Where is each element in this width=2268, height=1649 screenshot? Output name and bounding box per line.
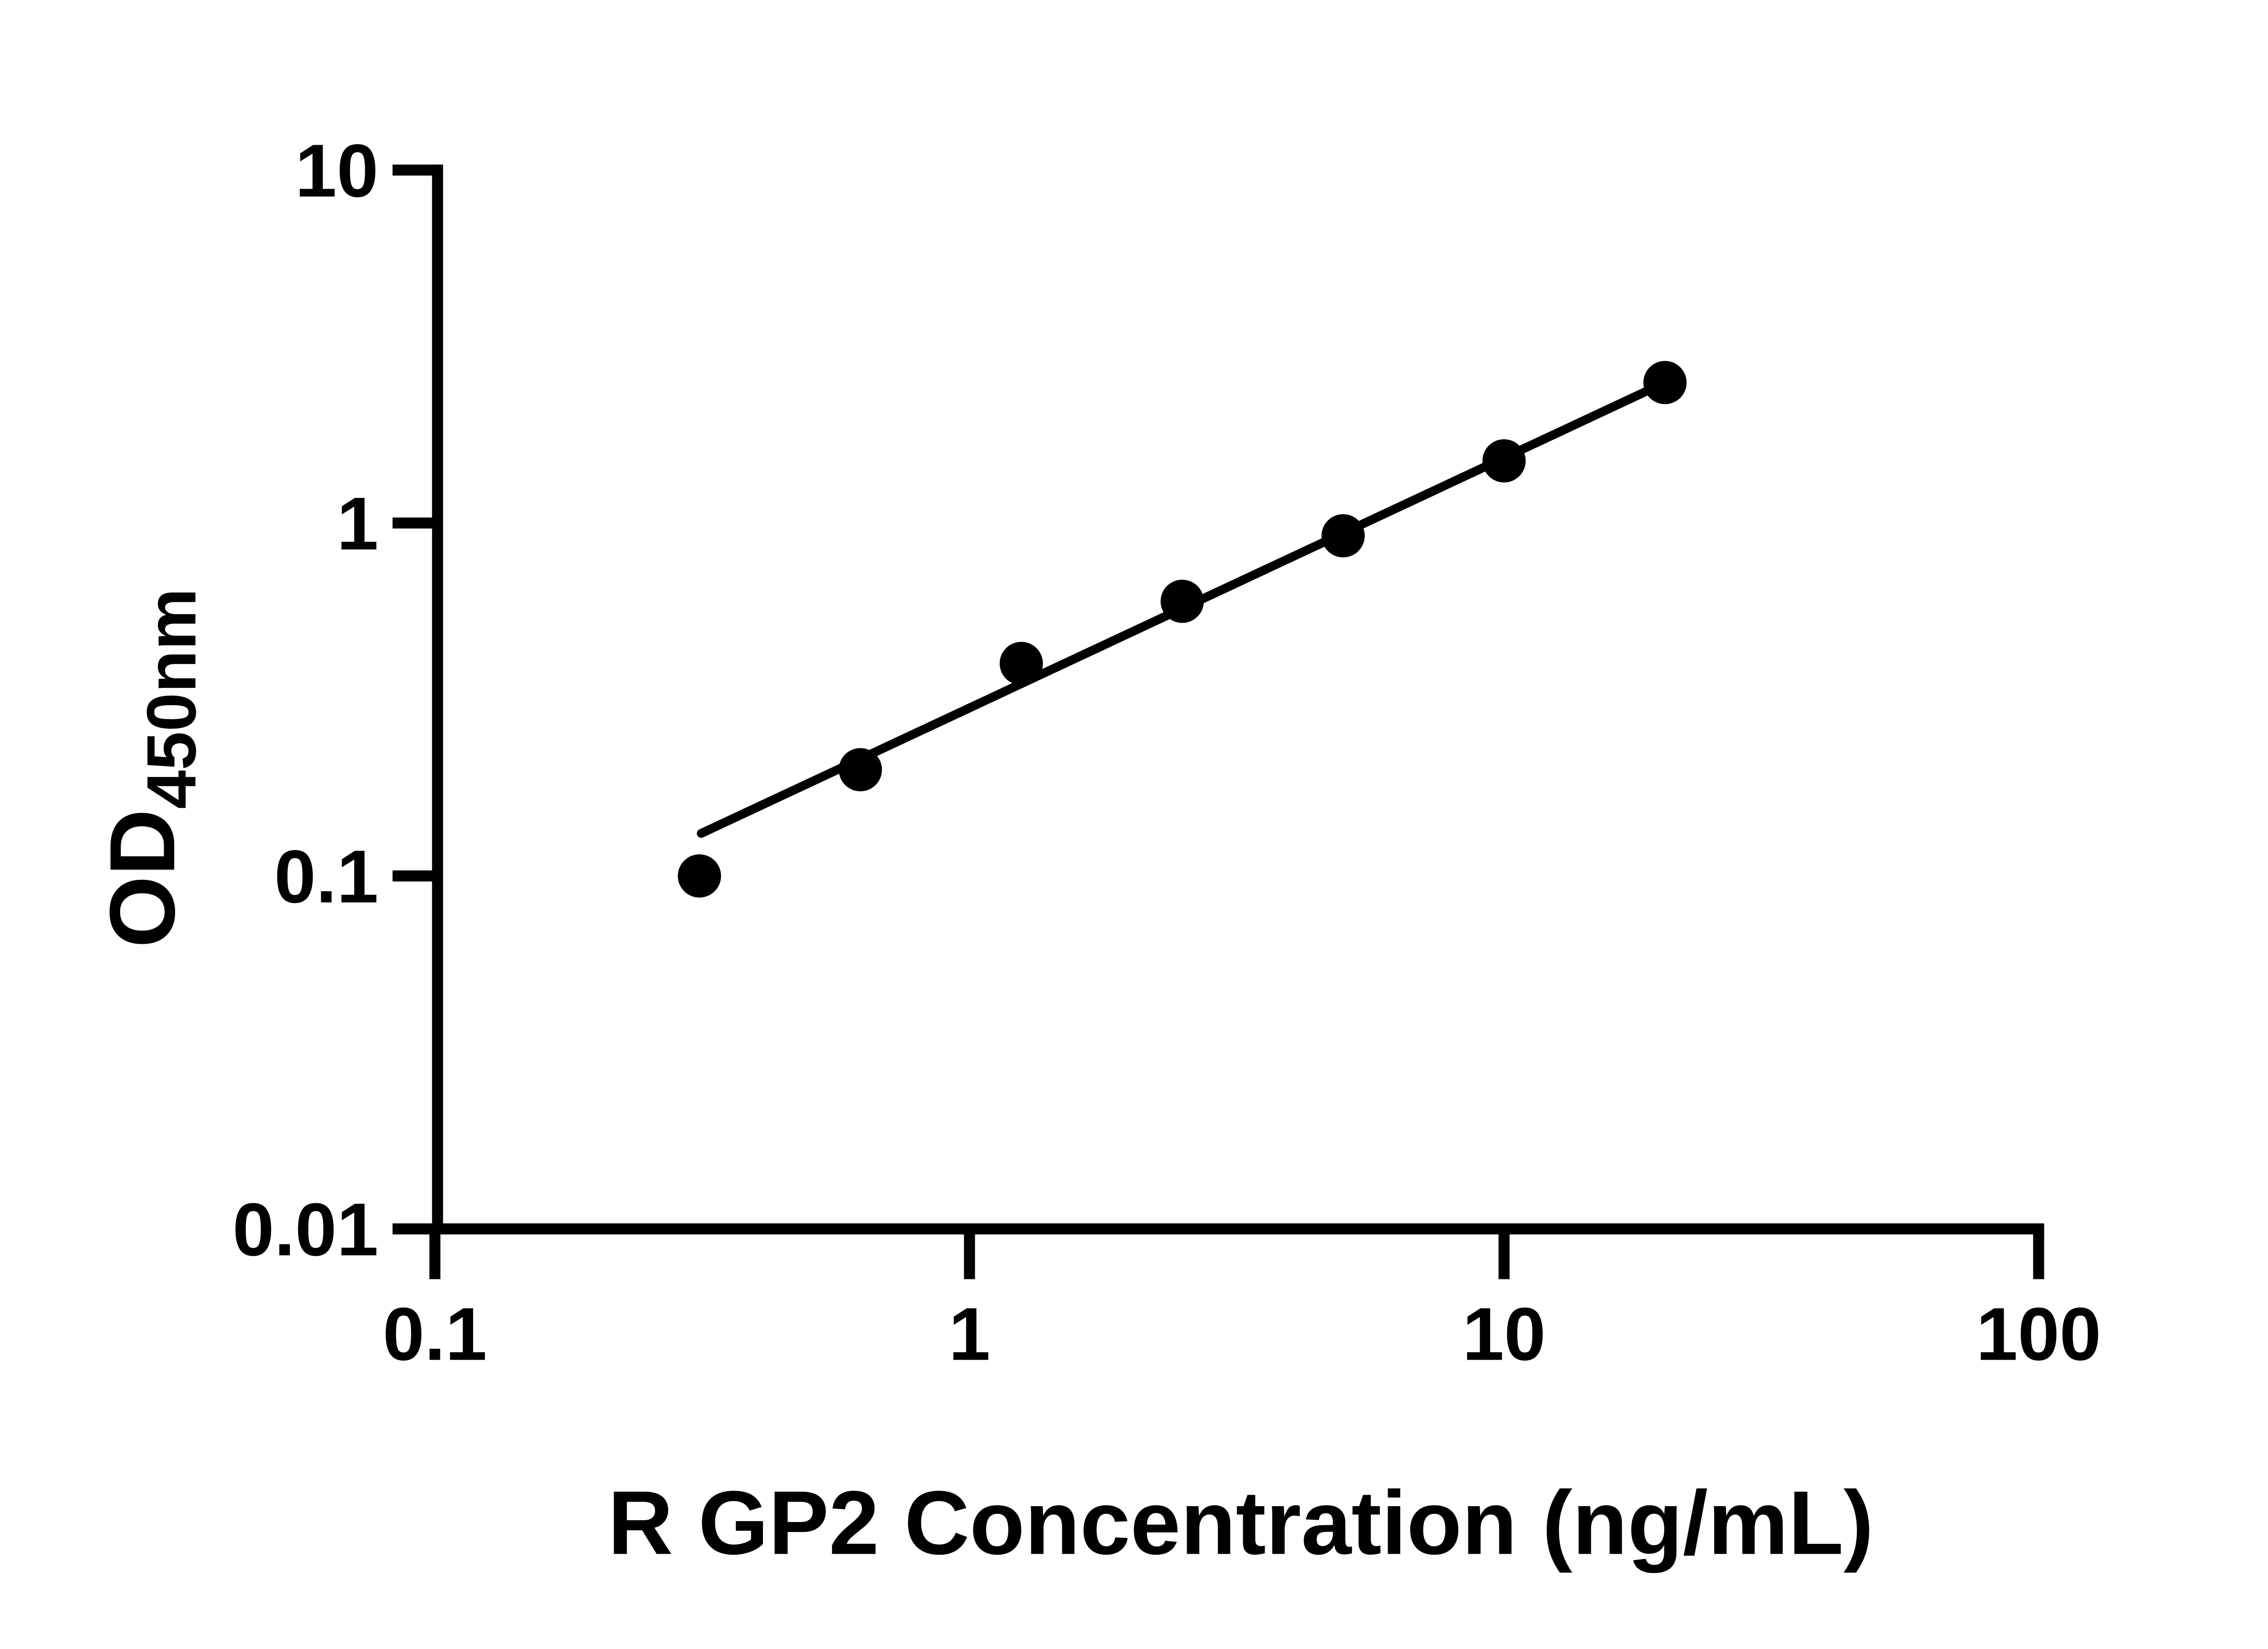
axes-layer	[392, 164, 2044, 1279]
y-axis-tick-label: 0.01	[233, 1188, 379, 1272]
x-axis-tick-label: 10	[1462, 1292, 1546, 1376]
plot-layer	[678, 361, 1687, 898]
data-point	[1643, 361, 1687, 405]
data-point	[839, 748, 882, 791]
y-axis-title: OD450nm	[91, 588, 210, 948]
data-point	[999, 642, 1043, 685]
data-point	[678, 854, 721, 898]
y-axis-tick-label: 1	[337, 482, 378, 566]
y-axis-tick-label: 10	[295, 129, 378, 213]
y-axis-tick-label: 0.1	[274, 835, 379, 919]
x-axis-tick-label: 100	[1976, 1292, 2101, 1376]
data-point	[1482, 439, 1526, 483]
data-point	[1160, 580, 1204, 623]
x-axis-tick-label: 0.1	[383, 1292, 487, 1376]
y-axis-title-main: OD	[91, 809, 194, 948]
x-axis-title: R GP2 Concentration (ng/mL)	[608, 1473, 1874, 1573]
x-axis-tick-label: 1	[948, 1292, 990, 1376]
data-point	[1321, 514, 1365, 558]
y-axis-title-subscript: 450nm	[132, 588, 210, 809]
